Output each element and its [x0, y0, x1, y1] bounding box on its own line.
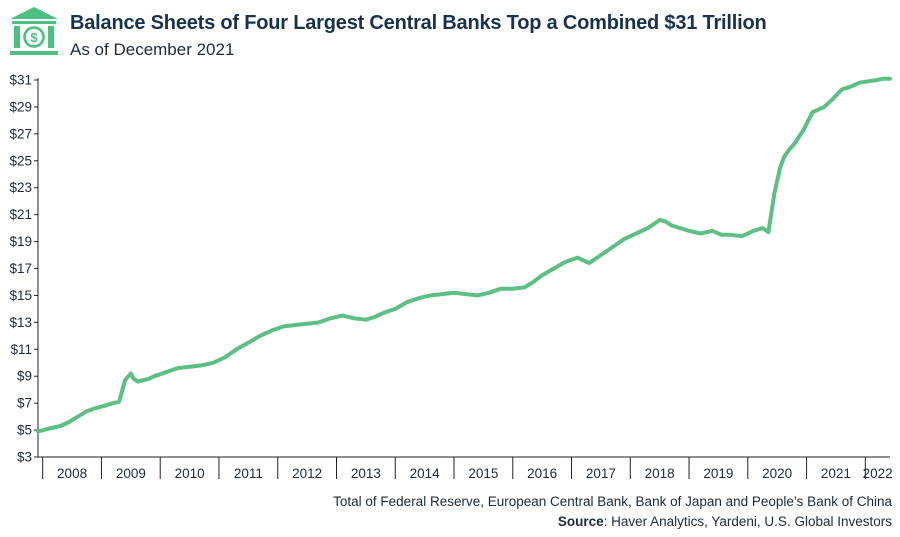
y-tick-label: $5	[17, 423, 32, 438]
x-tick-label: 2008	[57, 466, 87, 481]
bank-dollar-icon: $	[10, 7, 58, 55]
y-tick-label: $17	[9, 261, 32, 276]
x-tick-label: 2020	[762, 466, 792, 481]
y-tick-label: $15	[9, 288, 32, 303]
y-tick-label: $27	[9, 126, 32, 141]
y-tick-label: $7	[17, 396, 32, 411]
x-tick-label: 2012	[292, 466, 322, 481]
x-tick-label: 2016	[527, 466, 557, 481]
chart-subtitle: As of December 2021	[70, 40, 235, 59]
y-tick-label: $13	[9, 315, 32, 330]
chart-header: $ Balance Sheets of Four Largest Central…	[8, 6, 892, 66]
x-tick-label: 2013	[351, 466, 381, 481]
x-tick-label: 2019	[703, 466, 733, 481]
x-tick-label: 2011	[234, 466, 263, 481]
y-tick-label: $19	[9, 234, 32, 249]
y-tick-label: $23	[9, 180, 32, 195]
x-tick-label: 2022	[863, 466, 893, 481]
y-tick-label: $9	[17, 369, 32, 384]
y-tick-label: $11	[10, 342, 32, 357]
chart-title: Balance Sheets of Four Largest Central B…	[70, 12, 767, 34]
y-tick-label: $25	[9, 153, 32, 168]
series-line	[36, 76, 892, 434]
x-tick-label: 2014	[410, 466, 441, 481]
y-tick-label: $31	[9, 73, 32, 88]
x-tick-label: 2010	[175, 466, 205, 481]
source-text: : Haver Analytics, Yardeni, U.S. Global …	[603, 514, 892, 529]
source-label: Source	[557, 514, 604, 529]
x-tick-label: 2018	[645, 466, 675, 481]
y-tick-label: $29	[9, 99, 32, 114]
x-tick-label: 2015	[468, 466, 498, 481]
x-tick-label: 2021	[821, 466, 851, 481]
source-line: Source: Haver Analytics, Yardeni, U.S. G…	[558, 514, 892, 529]
x-tick-label: 2009	[116, 466, 146, 481]
footnote: Total of Federal Reserve, European Centr…	[333, 494, 892, 509]
y-tick-label: $21	[9, 207, 32, 222]
x-tick-label: 2017	[586, 466, 616, 481]
svg-text:$: $	[30, 30, 38, 45]
y-tick-label: $3	[17, 450, 32, 465]
